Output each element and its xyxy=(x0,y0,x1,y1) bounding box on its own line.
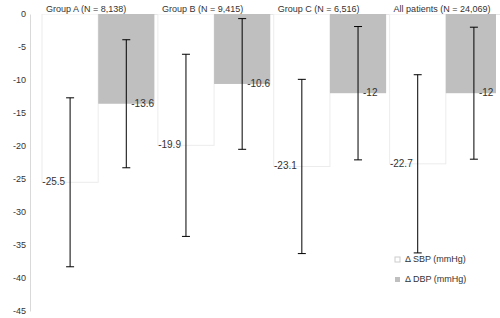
data-label: -10.6 xyxy=(247,78,270,89)
error-bar xyxy=(122,40,130,168)
error-bar-cap xyxy=(298,253,306,254)
legend-swatch xyxy=(395,257,400,262)
y-tick: -45 xyxy=(13,306,30,316)
y-tick: -20 xyxy=(13,141,30,151)
y-tick-label: -30 xyxy=(13,207,26,217)
error-bar-cap xyxy=(470,159,478,160)
error-bar-stem xyxy=(185,54,186,236)
data-label: -25.5 xyxy=(42,176,65,187)
error-bar-cap xyxy=(122,39,130,40)
error-bar-cap xyxy=(182,54,190,55)
data-label: -12 xyxy=(479,87,494,98)
y-tick: 0 xyxy=(21,9,30,19)
legend-label: Δ SBP (mmHg) xyxy=(405,254,466,264)
data-label: -23.1 xyxy=(274,160,297,171)
error-bar-stem xyxy=(242,19,243,150)
legend-swatch xyxy=(395,277,400,282)
y-axis-line xyxy=(30,15,31,312)
series xyxy=(98,14,496,168)
error-bar xyxy=(238,19,246,150)
error-bar-cap xyxy=(238,18,246,19)
error-bar-cap xyxy=(354,26,362,27)
series xyxy=(42,14,446,267)
error-bar xyxy=(414,75,422,253)
x-tick-label: Group A (N = 8,138) xyxy=(46,4,126,14)
data-label: -13.6 xyxy=(131,98,154,109)
y-tick-label: -15 xyxy=(13,108,26,118)
x-tick: All patients (N = 24,069) xyxy=(394,4,491,14)
data-labels: -25.5 -19.9 -23.1 -22.7 -13.6 -10.6 -12 -12 xyxy=(42,78,493,187)
y-tick-label: -10 xyxy=(13,75,26,85)
y-tick: -35 xyxy=(13,240,30,250)
error-bar-cap xyxy=(298,79,306,80)
x-tick-label: Group C (N = 6,516) xyxy=(278,4,360,14)
y-tick-label: -5 xyxy=(18,42,26,52)
y-tick-label: -45 xyxy=(13,306,26,316)
x-tick: Group C (N = 6,516) xyxy=(278,4,360,14)
y-axis: 0 -5 -10 -15 -20 -25 -30 -35 -40 -45 xyxy=(13,9,31,316)
y-tick: -30 xyxy=(13,207,30,217)
y-tick-label: -25 xyxy=(13,174,26,184)
y-tick-label: -40 xyxy=(13,273,26,283)
error-bar-cap xyxy=(414,74,422,75)
data-label: -12 xyxy=(363,87,378,98)
error-bar-stem xyxy=(126,40,127,168)
error-bar-stem xyxy=(301,79,302,253)
error-bar-cap xyxy=(122,167,130,168)
error-bar-stem xyxy=(70,98,71,267)
y-tick: -25 xyxy=(13,174,30,184)
plot-area xyxy=(42,14,496,267)
error-bar-cap xyxy=(470,27,478,28)
error-bar xyxy=(470,27,478,159)
error-bar xyxy=(182,54,190,236)
error-bar-cap xyxy=(354,159,362,160)
error-bar xyxy=(298,79,306,253)
data-label: -19.9 xyxy=(158,139,181,150)
y-tick-label: 0 xyxy=(21,9,26,19)
legend: Δ SBP (mmHg) Δ DBP (mmHg) xyxy=(395,254,466,284)
error-bar-cap xyxy=(182,236,190,237)
y-tick: -10 xyxy=(13,75,30,85)
legend-label: Δ DBP (mmHg) xyxy=(405,274,466,284)
bar xyxy=(446,14,496,93)
data-label: -22.7 xyxy=(390,158,413,169)
y-tick: -40 xyxy=(13,273,30,283)
error-bar-cap xyxy=(238,149,246,150)
x-tick-label: Group B (N = 9,415) xyxy=(162,4,243,14)
error-bar-stem xyxy=(358,27,359,160)
error-bar-cap xyxy=(66,266,74,267)
error-bar-cap xyxy=(66,97,74,98)
error-bar xyxy=(354,27,362,160)
error-bar xyxy=(66,98,74,267)
y-tick-label: -35 xyxy=(13,240,26,250)
chart: 0 -5 -10 -15 -20 -25 -30 -35 -40 -45 Group A (N = … xyxy=(0,0,500,318)
y-tick-label: -20 xyxy=(13,141,26,151)
x-tick-label: All patients (N = 24,069) xyxy=(394,4,491,14)
x-tick: Group A (N = 8,138) xyxy=(46,4,126,14)
error-bar-stem xyxy=(473,27,474,159)
y-tick: -5 xyxy=(18,42,30,52)
error-bar-stem xyxy=(417,75,418,253)
x-tick: Group B (N = 9,415) xyxy=(162,4,243,14)
y-tick: -15 xyxy=(13,108,30,118)
x-axis: Group A (N = 8,138) Group B (N = 9,415) Gr… xyxy=(43,4,500,15)
